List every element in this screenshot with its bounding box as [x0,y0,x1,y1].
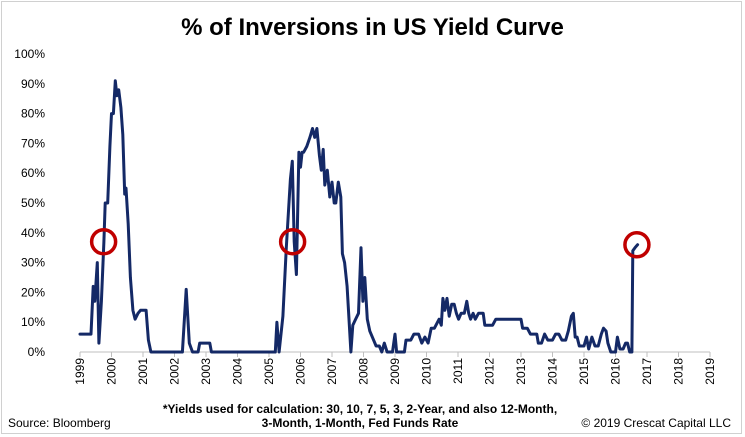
x-tick-label: 2012 [483,358,497,385]
copyright-note: © 2019 Crescat Capital LLC [581,416,731,430]
y-tick-label: 90% [21,77,45,91]
x-tick-label: 2008 [357,358,371,385]
x-tick-label: 2001 [136,358,150,385]
y-tick-label: 80% [21,107,45,121]
x-tick-label: 2017 [640,358,654,385]
x-tick-label: 2014 [546,358,560,385]
x-tick-label: 2007 [325,358,339,385]
x-tick-label: 2009 [388,358,402,385]
highlight-circle [623,230,651,259]
y-tick-label: 40% [21,226,45,240]
series-line [78,79,640,354]
x-tick-label: 2003 [199,358,213,385]
highlight-circle [278,227,307,256]
y-tick-label: 60% [21,166,45,180]
series-area [78,79,640,354]
annotations [89,227,651,259]
x-tick-label: 2000 [105,358,119,385]
footnote: *Yields used for calculation: 30, 10, 7,… [160,402,560,430]
x-axis: 1999 2000 2001 2002 2003 2004 2005 2006 2007 2008… [73,351,717,385]
footnote-line-1: *Yields used for calculation: 30, 10, 7,… [162,402,558,416]
footnote-line-2: 3-Month, 1-Month, Fed Funds Rate [261,416,459,430]
x-tick-label: 2005 [262,358,276,385]
y-tick-label: 50% [21,196,45,210]
y-tick-label: 0% [28,345,46,359]
y-tick-label: 10% [21,315,45,329]
y-tick-label: 30% [21,256,45,270]
y-axis: 0% 10% 20% 30% 40% 50% 60% 70% 80% 90% 100% [14,47,45,359]
x-tick-label: 2013 [514,358,528,385]
y-tick-label: 100% [14,47,45,61]
x-tick-label: 1999 [73,358,87,385]
x-tick-label: 2002 [168,358,182,385]
x-tick-label: 2019 [703,358,717,385]
x-tick-label: 2011 [451,358,465,384]
x-tick-label: 2004 [231,358,245,385]
x-tick-label: 2010 [420,358,434,385]
chart-title: % of Inversions in US Yield Curve [181,14,564,41]
source-note: Source: Bloomberg [8,416,111,430]
x-tick-label: 2006 [294,358,308,385]
x-tick-label: 2018 [672,358,686,385]
x-tick-label: 2015 [577,358,591,385]
highlight-circle [89,227,118,256]
x-tick-label: 2016 [609,358,623,385]
y-tick-label: 20% [21,285,45,299]
y-tick-label: 70% [21,136,45,150]
